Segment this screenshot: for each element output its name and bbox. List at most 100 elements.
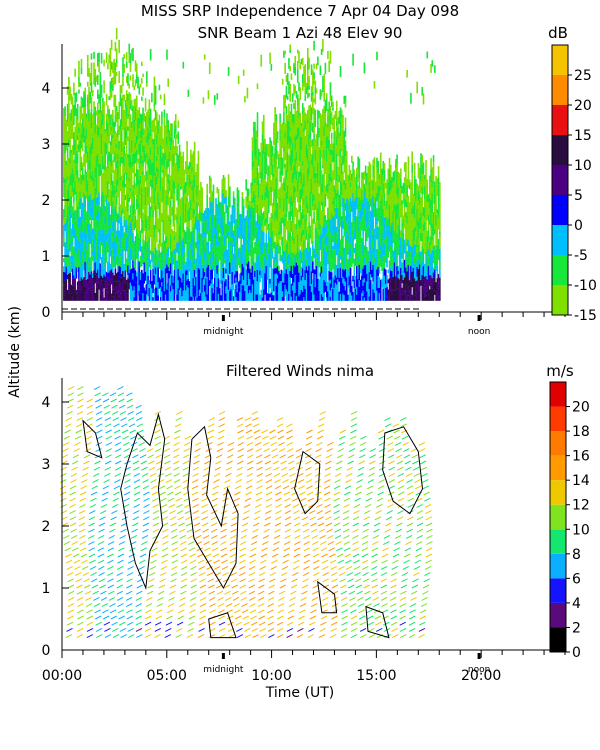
snr-cell [83,181,85,193]
snr-cell [224,188,226,198]
snr-cell [212,292,215,301]
snr-cell [293,179,295,186]
snr-cell [198,276,201,290]
snr-cell [333,185,336,192]
snr-cell [68,242,70,250]
snr-cell [383,289,386,301]
snr-cell [86,62,89,71]
snr-cell [227,280,230,290]
snr-cell [182,198,185,211]
snr-cell [88,189,90,196]
snr-cell [337,166,339,171]
snr-cell [215,198,217,209]
snr-cell [318,234,320,248]
snr-cell [334,199,337,208]
snr-cell [154,220,157,230]
snr-cell [284,167,286,176]
snr-cell [371,262,373,270]
snr-cell [358,274,361,281]
snr-cell [386,189,388,201]
snr-cell [117,235,119,243]
snr-cell [270,192,273,206]
snr-cell [242,294,245,301]
snr-cell [98,163,100,171]
snr-cell [374,286,377,295]
snr-cell [104,235,107,241]
snr-cell [128,153,131,167]
snr-cell [357,196,359,209]
snr-cell [353,295,356,301]
snr-cell [362,279,364,286]
snr-cell [338,207,341,217]
snr-cell [359,291,362,301]
snr-cell [330,249,333,258]
snr-cell [143,206,146,212]
snr-cell [152,139,154,145]
snr-cell [387,234,390,244]
snr-cell [166,249,168,253]
snr-cell [291,113,294,123]
snr-cell [130,236,133,250]
snr-cell [318,159,320,170]
snr-cell [74,219,76,230]
snr-cell [97,250,99,263]
snr-cell [376,184,378,193]
snr-cell [88,282,90,289]
snr-cell [215,289,217,301]
snr-cell [88,266,90,272]
snr-cell [113,237,115,241]
snr-cell [84,94,87,108]
snr-cell [261,150,264,155]
snr-cell [265,181,268,186]
snr-cell [266,264,269,275]
snr-cell [159,203,162,210]
snr-cell [328,231,330,236]
snr-cell [169,136,172,146]
snr-cell [114,94,117,108]
snr-cell [137,181,139,185]
snr-cell [151,120,153,133]
snr-cell [144,252,147,262]
snr-cell [305,114,308,123]
snr-cell [299,128,302,137]
snr-cell [364,273,367,282]
snr-cell [364,264,367,274]
snr-cell [285,151,288,161]
snr-cell [64,178,66,192]
snr-cell [246,294,249,301]
snr-cell [130,208,133,213]
snr-cell [293,238,295,245]
snr-cell [213,246,216,255]
snr-cell [99,149,102,159]
snr-cell [221,280,224,289]
snr-cell [65,160,68,165]
snr-cell [276,266,279,275]
snr-cell [278,270,280,284]
snr-cell [156,230,158,243]
snr-cell [252,170,255,182]
snr-cell [108,224,110,229]
snr-cell [315,250,318,254]
snr-cell [353,279,356,289]
snr-cell [366,295,368,301]
snr-cell [254,194,256,200]
snr-cell [259,183,261,188]
snr-cell [261,282,264,294]
snr-cell [190,206,192,211]
snr-cell [132,254,134,261]
snr-cell [333,249,336,261]
snr-cell [237,226,240,238]
snr-cell [112,241,114,249]
snr-cell [135,161,138,169]
snr-cell [130,223,133,237]
snr-cell [123,290,126,296]
snr-cell [291,259,294,269]
snr-cell [320,233,323,241]
snr-cell [208,232,211,242]
snr-cell [146,158,148,165]
snr-cell [148,156,151,169]
snr-cell [349,242,352,249]
snr-cell [307,203,309,214]
snr-cell [227,225,230,232]
snr-cell [358,161,361,172]
